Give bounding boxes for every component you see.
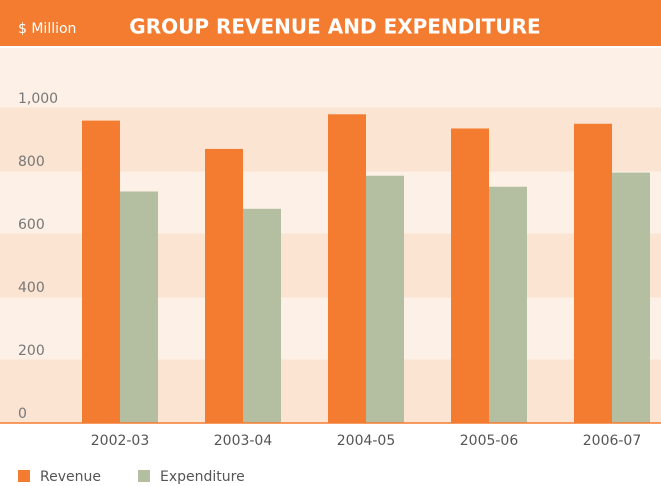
bar bbox=[574, 123, 612, 423]
y-tick-label: 400 bbox=[18, 280, 45, 296]
x-tick-label: 2004-05 bbox=[337, 433, 396, 449]
bar bbox=[82, 120, 120, 423]
y-tick-label: 0 bbox=[18, 406, 27, 422]
legend-label: Expenditure bbox=[160, 469, 245, 485]
y-tick-label: 200 bbox=[18, 343, 45, 359]
y-tick-label: 800 bbox=[18, 154, 45, 170]
bar bbox=[243, 208, 281, 423]
chart-title: GROUP REVENUE AND EXPENDITURE bbox=[129, 15, 540, 39]
header-band bbox=[0, 0, 661, 46]
x-tick-label: 2005-06 bbox=[460, 433, 519, 449]
y-tick-label: 600 bbox=[18, 217, 45, 233]
y-tick-label: 1,000 bbox=[18, 91, 58, 107]
bar bbox=[489, 186, 527, 423]
x-tick-label: 2003-04 bbox=[214, 433, 273, 449]
x-tick-label: 2002-03 bbox=[91, 433, 150, 449]
bar bbox=[120, 191, 158, 423]
legend-label: Revenue bbox=[40, 469, 101, 485]
bar bbox=[205, 148, 243, 423]
bar bbox=[451, 128, 489, 423]
bar bbox=[328, 114, 366, 424]
legend-swatch bbox=[138, 470, 150, 482]
x-tick-label: 2006-07 bbox=[583, 433, 642, 449]
bar bbox=[366, 175, 404, 423]
unit-label: $ Million bbox=[18, 21, 76, 37]
bar bbox=[612, 172, 650, 423]
legend-swatch bbox=[18, 470, 30, 482]
